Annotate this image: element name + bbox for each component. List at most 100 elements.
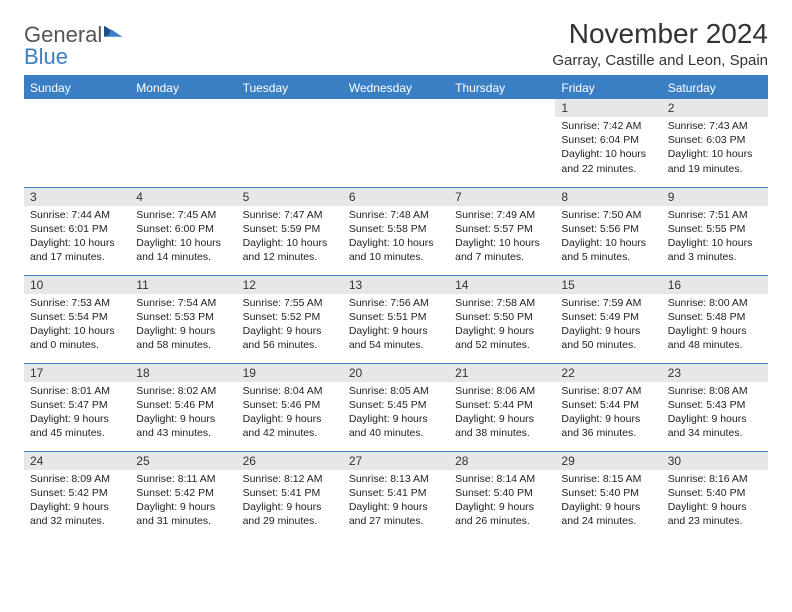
day-details: Sunrise: 8:13 AMSunset: 5:41 PMDaylight:…: [343, 470, 449, 533]
calendar-day-cell: 10Sunrise: 7:53 AMSunset: 5:54 PMDayligh…: [24, 275, 130, 363]
day-number: [343, 99, 449, 103]
sunrise-text: Sunrise: 8:06 AM: [455, 384, 549, 398]
day-details: Sunrise: 7:47 AMSunset: 5:59 PMDaylight:…: [237, 206, 343, 269]
sunset-text: Sunset: 5:51 PM: [349, 310, 443, 324]
day-details: Sunrise: 8:06 AMSunset: 5:44 PMDaylight:…: [449, 382, 555, 445]
sunrise-text: Sunrise: 8:11 AM: [136, 472, 230, 486]
sunrise-text: Sunrise: 7:45 AM: [136, 208, 230, 222]
day-details: Sunrise: 8:12 AMSunset: 5:41 PMDaylight:…: [237, 470, 343, 533]
calendar-day-cell: 21Sunrise: 8:06 AMSunset: 5:44 PMDayligh…: [449, 363, 555, 451]
day-details: Sunrise: 7:56 AMSunset: 5:51 PMDaylight:…: [343, 294, 449, 357]
logo-mark-icon: [104, 24, 122, 42]
calendar-day-cell: 30Sunrise: 8:16 AMSunset: 5:40 PMDayligh…: [662, 451, 768, 539]
day-number: 7: [449, 188, 555, 206]
sunset-text: Sunset: 5:41 PM: [243, 486, 337, 500]
sunrise-text: Sunrise: 7:43 AM: [668, 119, 762, 133]
day-number: 3: [24, 188, 130, 206]
sunset-text: Sunset: 5:42 PM: [136, 486, 230, 500]
daylight-text: Daylight: 10 hours and 14 minutes.: [136, 236, 230, 264]
sunset-text: Sunset: 5:44 PM: [561, 398, 655, 412]
day-details: Sunrise: 8:15 AMSunset: 5:40 PMDaylight:…: [555, 470, 661, 533]
sunset-text: Sunset: 5:59 PM: [243, 222, 337, 236]
calendar-day-cell: 6Sunrise: 7:48 AMSunset: 5:58 PMDaylight…: [343, 187, 449, 275]
sunrise-text: Sunrise: 7:48 AM: [349, 208, 443, 222]
day-number: 12: [237, 276, 343, 294]
calendar-day-cell: 9Sunrise: 7:51 AMSunset: 5:55 PMDaylight…: [662, 187, 768, 275]
sunset-text: Sunset: 5:44 PM: [455, 398, 549, 412]
weekday-header: Monday: [130, 77, 236, 99]
calendar-body: 1Sunrise: 7:42 AMSunset: 6:04 PMDaylight…: [24, 99, 768, 539]
daylight-text: Daylight: 9 hours and 26 minutes.: [455, 500, 549, 528]
sunset-text: Sunset: 5:49 PM: [561, 310, 655, 324]
calendar-day-cell: 7Sunrise: 7:49 AMSunset: 5:57 PMDaylight…: [449, 187, 555, 275]
calendar-day-cell: 2Sunrise: 7:43 AMSunset: 6:03 PMDaylight…: [662, 99, 768, 187]
day-details: Sunrise: 8:05 AMSunset: 5:45 PMDaylight:…: [343, 382, 449, 445]
daylight-text: Daylight: 9 hours and 50 minutes.: [561, 324, 655, 352]
calendar-day-cell: 13Sunrise: 7:56 AMSunset: 5:51 PMDayligh…: [343, 275, 449, 363]
calendar-day-cell: 1Sunrise: 7:42 AMSunset: 6:04 PMDaylight…: [555, 99, 661, 187]
day-number: 29: [555, 452, 661, 470]
logo-text-blue: Blue: [24, 44, 68, 69]
calendar-day-cell: 12Sunrise: 7:55 AMSunset: 5:52 PMDayligh…: [237, 275, 343, 363]
daylight-text: Daylight: 9 hours and 29 minutes.: [243, 500, 337, 528]
daylight-text: Daylight: 9 hours and 54 minutes.: [349, 324, 443, 352]
calendar-day-cell: 18Sunrise: 8:02 AMSunset: 5:46 PMDayligh…: [130, 363, 236, 451]
sunrise-text: Sunrise: 8:00 AM: [668, 296, 762, 310]
day-details: Sunrise: 7:45 AMSunset: 6:00 PMDaylight:…: [130, 206, 236, 269]
calendar-day-cell: 3Sunrise: 7:44 AMSunset: 6:01 PMDaylight…: [24, 187, 130, 275]
sunset-text: Sunset: 5:41 PM: [349, 486, 443, 500]
day-number: 20: [343, 364, 449, 382]
calendar-table: Sunday Monday Tuesday Wednesday Thursday…: [24, 77, 768, 539]
sunrise-text: Sunrise: 8:01 AM: [30, 384, 124, 398]
sunset-text: Sunset: 5:40 PM: [561, 486, 655, 500]
day-details: Sunrise: 7:43 AMSunset: 6:03 PMDaylight:…: [662, 117, 768, 180]
calendar-day-cell: 25 Sunrise: 8:11 AMSunset: 5:42 PMDayligh…: [130, 451, 236, 539]
calendar-week-row: 24Sunrise: 8:09 AMSunset: 5:42 PMDayligh…: [24, 451, 768, 539]
calendar-day-cell: [130, 99, 236, 187]
day-number: 26: [237, 452, 343, 470]
calendar-day-cell: [343, 99, 449, 187]
day-number: 14: [449, 276, 555, 294]
logo-text: General Blue: [24, 24, 122, 68]
sunset-text: Sunset: 5:46 PM: [243, 398, 337, 412]
sunrise-text: Sunrise: 7:56 AM: [349, 296, 443, 310]
daylight-text: Daylight: 10 hours and 10 minutes.: [349, 236, 443, 264]
day-details: Sunrise: 8:09 AMSunset: 5:42 PMDaylight:…: [24, 470, 130, 533]
sunrise-text: Sunrise: 8:12 AM: [243, 472, 337, 486]
sunrise-text: Sunrise: 7:54 AM: [136, 296, 230, 310]
day-number: 1: [555, 99, 661, 117]
sunrise-text: Sunrise: 7:50 AM: [561, 208, 655, 222]
sunset-text: Sunset: 6:01 PM: [30, 222, 124, 236]
daylight-text: Daylight: 10 hours and 19 minutes.: [668, 147, 762, 175]
day-number: 6: [343, 188, 449, 206]
day-details: Sunrise: 7:51 AMSunset: 5:55 PMDaylight:…: [662, 206, 768, 269]
day-number: 25: [130, 452, 236, 470]
day-details: Sunrise: 7:54 AMSunset: 5:53 PMDaylight:…: [130, 294, 236, 357]
logo: General Blue: [24, 18, 122, 68]
weekday-header: Sunday: [24, 77, 130, 99]
sunset-text: Sunset: 5:40 PM: [668, 486, 762, 500]
day-details: Sunrise: 7:49 AMSunset: 5:57 PMDaylight:…: [449, 206, 555, 269]
day-details: Sunrise: 7:59 AMSunset: 5:49 PMDaylight:…: [555, 294, 661, 357]
daylight-text: Daylight: 10 hours and 5 minutes.: [561, 236, 655, 264]
sunset-text: Sunset: 5:55 PM: [668, 222, 762, 236]
daylight-text: Daylight: 9 hours and 52 minutes.: [455, 324, 549, 352]
daylight-text: Daylight: 10 hours and 7 minutes.: [455, 236, 549, 264]
day-number: 8: [555, 188, 661, 206]
day-details: Sunrise: 8:14 AMSunset: 5:40 PMDaylight:…: [449, 470, 555, 533]
weekday-header: Friday: [555, 77, 661, 99]
sunrise-text: Sunrise: 8:09 AM: [30, 472, 124, 486]
calendar-week-row: 10Sunrise: 7:53 AMSunset: 5:54 PMDayligh…: [24, 275, 768, 363]
day-number: 24: [24, 452, 130, 470]
sunrise-text: Sunrise: 7:55 AM: [243, 296, 337, 310]
sunset-text: Sunset: 5:57 PM: [455, 222, 549, 236]
daylight-text: Daylight: 10 hours and 22 minutes.: [561, 147, 655, 175]
day-number: 16: [662, 276, 768, 294]
day-number: 15: [555, 276, 661, 294]
calendar-day-cell: 15Sunrise: 7:59 AMSunset: 5:49 PMDayligh…: [555, 275, 661, 363]
sunrise-text: Sunrise: 8:15 AM: [561, 472, 655, 486]
daylight-text: Daylight: 9 hours and 24 minutes.: [561, 500, 655, 528]
day-number: [237, 99, 343, 103]
daylight-text: Daylight: 9 hours and 31 minutes.: [136, 500, 230, 528]
calendar-day-cell: 27Sunrise: 8:13 AMSunset: 5:41 PMDayligh…: [343, 451, 449, 539]
